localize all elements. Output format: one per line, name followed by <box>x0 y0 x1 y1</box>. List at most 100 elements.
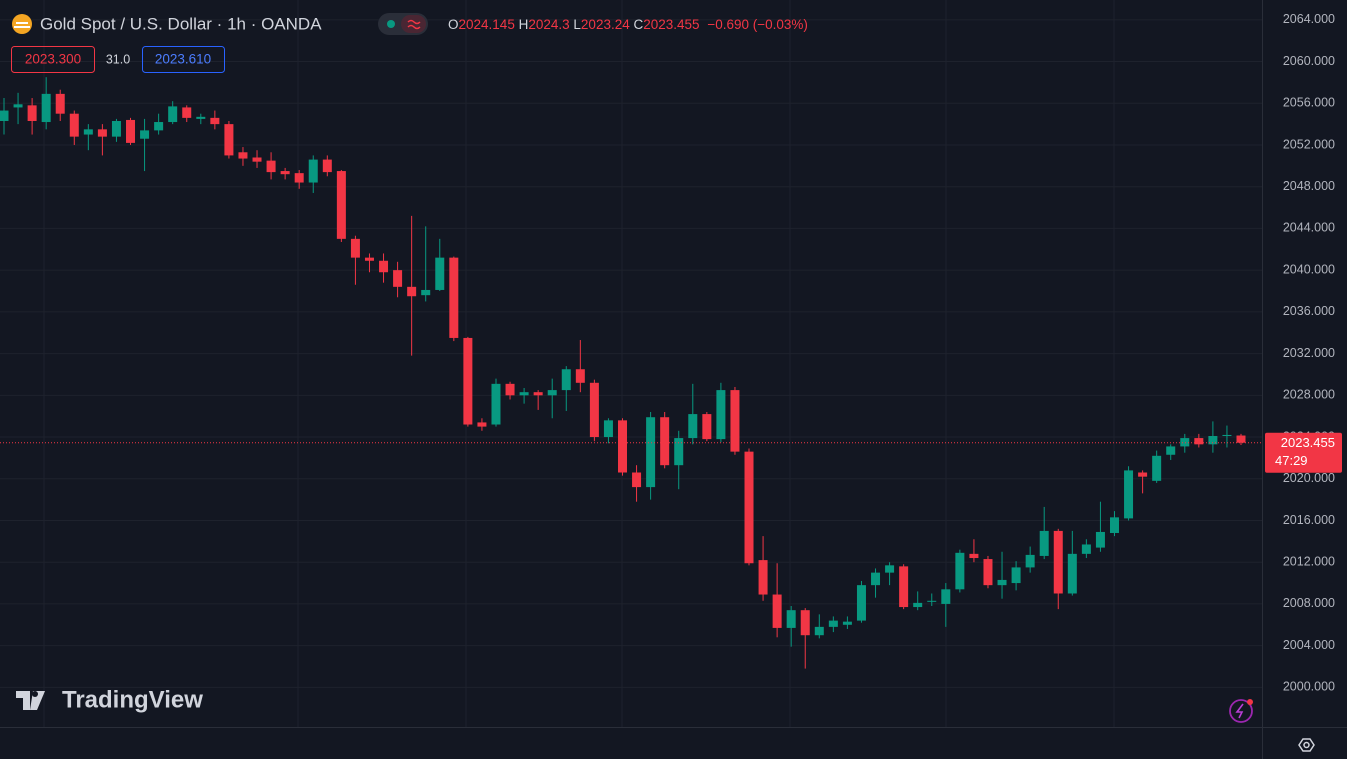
candle-body <box>941 589 951 604</box>
symbol-title[interactable]: Gold Spot / U.S. Dollar · 1h · OANDA <box>40 14 322 33</box>
candle-body <box>336 171 346 239</box>
candle-body <box>463 337 473 425</box>
candle-body <box>702 414 712 440</box>
candle-body <box>41 93 51 123</box>
candle-body <box>983 559 993 586</box>
candle-body <box>266 160 276 173</box>
watermark: TradingView <box>62 686 203 713</box>
candle-body <box>885 565 895 573</box>
candle-body <box>294 173 304 183</box>
y-tick-label: 2060.000 <box>1283 54 1335 68</box>
bid-price: 2023.300 <box>25 52 81 67</box>
candle-body <box>69 113 79 137</box>
candle-body <box>519 392 529 396</box>
candle-body <box>1222 434 1232 436</box>
candle-body <box>856 585 866 621</box>
y-tick-label: 2040.000 <box>1283 262 1335 276</box>
candle-body <box>1067 553 1077 594</box>
price-label-box <box>1265 432 1342 473</box>
candle-body <box>575 369 585 383</box>
candle-body <box>1152 455 1162 481</box>
candle-body <box>632 472 642 488</box>
logo-dot <box>32 691 38 697</box>
change: −0.690 (−0.03%) <box>707 17 808 32</box>
candle-body <box>126 119 136 143</box>
candle-body <box>140 130 150 139</box>
candle-body <box>435 257 445 290</box>
candle-body <box>350 238 360 258</box>
settings-icon-center <box>1303 741 1310 749</box>
candle-body <box>674 438 684 466</box>
y-tick-label: 2008.000 <box>1283 596 1335 610</box>
y-tick-label: 2064.000 <box>1283 12 1335 26</box>
candle-body <box>505 383 515 396</box>
candle-body <box>589 382 599 438</box>
candle-body <box>55 93 65 114</box>
buy-button[interactable] <box>142 46 225 73</box>
price-label: 2023.455 <box>1281 435 1335 450</box>
candle-body <box>842 621 852 625</box>
candle-body <box>252 157 262 162</box>
y-tick-label: 2056.000 <box>1283 96 1335 110</box>
y-tick-label: 2000.000 <box>1283 680 1335 694</box>
candle-body <box>646 417 656 488</box>
status-dot <box>387 20 395 28</box>
candle-body <box>716 390 726 440</box>
y-tick-label: 2044.000 <box>1283 221 1335 235</box>
y-tick-label: 2028.000 <box>1283 388 1335 402</box>
candle-body <box>449 257 459 338</box>
candle-body <box>196 116 206 119</box>
grid <box>0 19 1262 688</box>
candle-body <box>83 129 93 135</box>
alert-icon[interactable] <box>1229 699 1253 723</box>
candle-body <box>1095 531 1105 548</box>
ohlc-value: 2023.455 <box>643 17 699 32</box>
sell-button[interactable] <box>11 46 95 73</box>
ohlc-value: 2023.24 <box>581 17 630 32</box>
candle-body <box>1039 530 1049 556</box>
candle-body <box>0 110 9 121</box>
ohlc-legend: O2024.145 H2024.3 L2023.24 C2023.455 −0.… <box>448 17 808 32</box>
candle-body <box>168 106 178 123</box>
candle-body <box>561 369 571 391</box>
candle-body <box>744 451 754 564</box>
candle-body <box>1109 517 1119 533</box>
candle-body <box>730 390 740 452</box>
candle-body <box>491 383 501 425</box>
candle-body <box>688 414 698 439</box>
y-tick-label: 2036.000 <box>1283 304 1335 318</box>
candle-body <box>1081 544 1091 554</box>
settings-icon[interactable] <box>1298 738 1315 752</box>
candle-body <box>997 579 1007 586</box>
candle-body <box>1194 438 1204 445</box>
countdown: 47:29 <box>1275 453 1308 468</box>
candle-body <box>407 286 417 297</box>
candle-body <box>1053 530 1063 594</box>
candle-body <box>13 104 23 108</box>
candle-body <box>1138 472 1148 477</box>
candle-body <box>618 420 627 473</box>
candle-body <box>27 105 37 121</box>
candle-body <box>1166 446 1176 455</box>
candle-body <box>477 422 487 427</box>
candle-body <box>955 552 965 590</box>
candle-body <box>224 124 234 156</box>
candle-body <box>421 289 431 296</box>
logo-mark <box>16 691 45 710</box>
candle-body <box>393 270 403 287</box>
candle-body <box>969 553 979 559</box>
candle-body <box>308 159 318 183</box>
candle-body <box>1208 435 1218 445</box>
y-tick-label: 2020.000 <box>1283 471 1335 485</box>
candle-body <box>154 122 164 131</box>
ask-price: 2023.610 <box>155 52 211 67</box>
candle-body <box>1236 435 1246 443</box>
y-tick-label: 2048.000 <box>1283 179 1335 193</box>
candle-body <box>238 152 248 159</box>
ohlc-letter: H <box>519 17 529 32</box>
candle-body <box>182 107 192 118</box>
candle-body <box>786 610 796 628</box>
ohlc-letter: O <box>448 17 459 32</box>
